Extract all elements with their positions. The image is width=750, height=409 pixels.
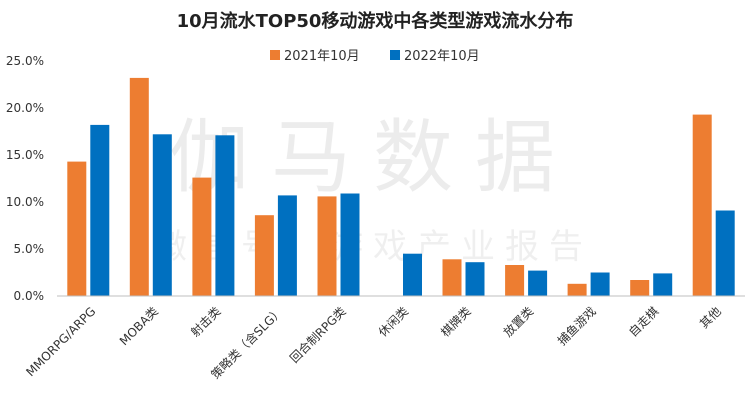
y-tick-label: 15.0% (6, 148, 44, 162)
bar-2022-5 (403, 253, 422, 296)
bar-2022-8 (590, 272, 610, 296)
bar-2021-7 (505, 265, 525, 296)
x-category-label: 射击类 (187, 304, 223, 340)
y-tick-label: 25.0% (6, 54, 44, 68)
x-category-label: 放置类 (500, 304, 536, 340)
bar-2022-3 (277, 195, 297, 296)
bar-2022-4 (340, 193, 360, 296)
bar-2021-0 (67, 161, 87, 296)
x-category-label: 回合制RPG类 (286, 304, 348, 366)
bar-2021-2 (192, 177, 212, 296)
bar-2022-1 (152, 134, 172, 296)
x-category-label: MMORPG/ARPG (23, 304, 98, 379)
bar-2021-9 (630, 280, 650, 296)
bar-2021-4 (317, 196, 337, 296)
bar-2022-9 (653, 273, 673, 296)
bar-2021-10 (692, 114, 712, 296)
y-tick-label: 10.0% (6, 195, 44, 209)
bar-2021-1 (129, 77, 149, 297)
legend-swatch-2021 (270, 50, 280, 60)
y-tick-label: 0.0% (14, 289, 45, 303)
legend-label-2022: 2022年10月 (404, 49, 480, 64)
bars (67, 77, 735, 297)
y-tick-label: 5.0% (14, 242, 45, 256)
bar-2022-0 (90, 124, 110, 297)
x-category-label: 休闲类 (376, 304, 411, 339)
bar-2022-10 (715, 210, 735, 296)
legend-swatch-2022 (390, 50, 400, 60)
x-category-label: 捕鱼游戏 (554, 304, 599, 349)
bar-2022-6 (465, 262, 485, 296)
x-category-label: 棋牌类 (438, 304, 473, 339)
x-category-label: 自走棋 (626, 304, 661, 339)
y-axis: 0.0% 5.0% 10.0% 15.0% 20.0% 25.0% (6, 54, 44, 303)
bar-2021-8 (567, 283, 587, 296)
bar-2022-2 (215, 135, 235, 296)
x-category-label: MOBA类 (117, 304, 161, 348)
bar-2022-7 (528, 270, 548, 296)
legend-label-2021: 2021年10月 (284, 49, 360, 64)
chart-title: 10月流水TOP50移动游戏中各类型游戏流水分布 (177, 10, 574, 32)
legend: 2021年10月 2022年10月 (270, 49, 480, 64)
bar-2021-6 (442, 259, 462, 296)
x-category-label: 其他 (697, 304, 724, 331)
y-tick-label: 20.0% (6, 101, 44, 115)
bar-2021-3 (254, 215, 274, 296)
